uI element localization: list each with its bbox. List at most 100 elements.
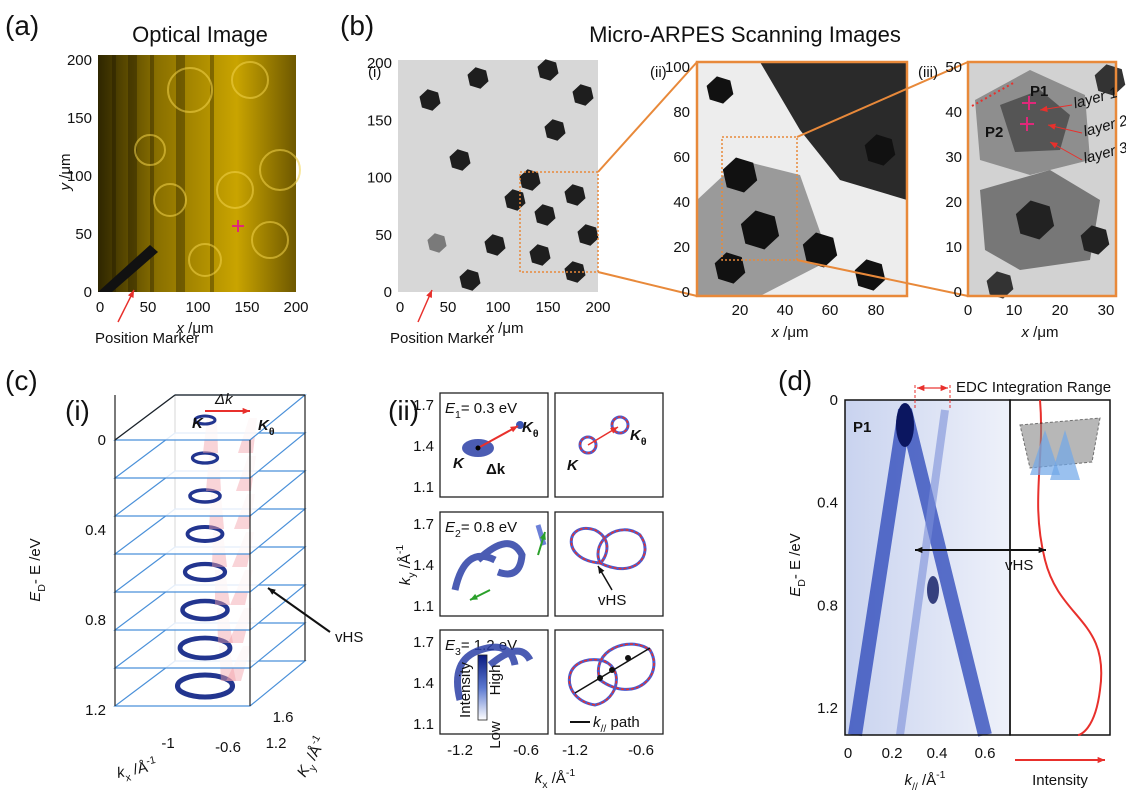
tick-label: 150 — [367, 112, 392, 129]
tick-label: 0.2 — [882, 745, 903, 762]
arrow-head — [1098, 757, 1105, 763]
tick-label: 20 — [673, 239, 690, 256]
tick-label: 50 — [140, 299, 157, 316]
axis-title: ED- E /eV — [787, 533, 808, 596]
tick-label: 200 — [585, 299, 610, 316]
k-label: K — [567, 457, 579, 474]
subpanel-label: (i) — [65, 395, 90, 426]
tick-label: 0.8 — [85, 612, 106, 629]
text-part: /μm — [779, 324, 808, 341]
tick-label: 50 — [440, 299, 457, 316]
tick-label: 60 — [822, 302, 839, 319]
tick-label: 0.8 — [817, 597, 838, 614]
colorbar-low: Low — [487, 721, 504, 749]
text-part: path — [606, 714, 639, 731]
axis-title: Ky /Å-1 — [291, 733, 333, 782]
tick-label: 0 — [396, 299, 404, 316]
streak — [128, 55, 137, 292]
streak — [112, 55, 116, 292]
panel-title: Optical Image — [132, 22, 268, 47]
tick-label: 200 — [283, 299, 308, 316]
text-part: /μm — [1029, 324, 1058, 341]
tick-label: 150 — [67, 110, 92, 127]
text-part: = 0.3 eV — [461, 400, 517, 417]
tick-label: 1.4 — [413, 557, 434, 574]
tick-label: -0.6 — [628, 742, 654, 759]
panel-label: (a) — [5, 10, 39, 41]
tick-label: 1.2 — [85, 702, 106, 719]
vhs-label: vHS — [335, 629, 363, 646]
text-part: /μm — [494, 320, 523, 337]
axis-title: kx /Å-1 — [535, 767, 576, 791]
path-point — [597, 675, 603, 681]
vhs-label: vHS — [1005, 557, 1033, 574]
tick-label: 1.7 — [413, 397, 434, 414]
tick-label: 100 — [185, 299, 210, 316]
arrow-head — [917, 385, 924, 391]
vhs-label: vHS — [598, 592, 626, 609]
text-part: /Å — [397, 554, 414, 572]
tick-label: 80 — [673, 104, 690, 121]
tick-label: 0 — [98, 432, 106, 449]
intensity — [896, 403, 914, 447]
optical-image — [98, 55, 296, 292]
k-label: K — [453, 455, 465, 472]
text-part: -1 — [566, 767, 575, 779]
tick-label: 1.4 — [413, 675, 434, 692]
colorbar-high: High — [487, 665, 504, 696]
k-label: K — [192, 415, 204, 432]
tick-label: 1.1 — [413, 479, 434, 496]
page: (a)Optical Image200150100500050100150200… — [0, 0, 1126, 801]
tick-label: 0 — [954, 284, 962, 301]
text-part: θ — [269, 426, 275, 438]
tick-label: 30 — [945, 149, 962, 166]
marker-label: Position Marker — [390, 330, 494, 347]
path-point — [609, 667, 615, 673]
tick-label: 0.4 — [85, 522, 106, 539]
tick-label: 0 — [682, 284, 690, 301]
delta-k: Δk — [486, 461, 506, 478]
tick-label: 10 — [1006, 302, 1023, 319]
subpanel-label: (iii) — [918, 64, 938, 81]
tick-label: 0.4 — [817, 495, 838, 512]
point-label: P2 — [985, 124, 1003, 141]
tick-label: -0.6 — [513, 742, 539, 759]
tick-label: -0.6 — [215, 739, 241, 756]
text-part: - E /eV — [787, 533, 804, 579]
path-point — [625, 655, 631, 661]
axis-title: k// /Å-1 — [904, 769, 945, 793]
tick-label: 200 — [67, 52, 92, 69]
text-part: θ — [641, 436, 647, 448]
tick-label: 30 — [1098, 302, 1115, 319]
text-part: θ — [533, 428, 539, 440]
tick-label: 50 — [375, 227, 392, 244]
text-part: -1 — [936, 769, 945, 781]
tick-label: 1.4 — [413, 438, 434, 455]
k-point — [476, 446, 481, 451]
panel-label: (c) — [5, 365, 38, 396]
point-label: P1 — [1030, 83, 1048, 100]
colorbar-title: Intensity — [457, 662, 474, 718]
tick-label: 1.7 — [413, 634, 434, 651]
range-label: EDC Integration Range — [956, 379, 1111, 396]
tick-label: 1.1 — [413, 716, 434, 733]
panel-label: (b) — [340, 10, 374, 41]
tick-label: 0 — [384, 284, 392, 301]
panel-title: Micro-ARPES Scanning Images — [589, 22, 901, 47]
tick-label: 1.2 — [817, 700, 838, 717]
text-part: -1 — [394, 545, 406, 554]
streak — [176, 55, 185, 292]
tick-label: 0.6 — [975, 745, 996, 762]
tick-label: 150 — [535, 299, 560, 316]
tick-label: 200 — [367, 55, 392, 72]
tick-label: 80 — [868, 302, 885, 319]
tick-label: 0 — [964, 302, 972, 319]
tick-label: 100 — [665, 59, 690, 76]
arrow-head — [941, 385, 948, 391]
text-part: - E /eV — [27, 538, 44, 584]
text-part: = 0.8 eV — [461, 519, 517, 536]
marker-label: Position Marker — [95, 330, 199, 347]
point-label: P1 — [853, 419, 871, 436]
text-part: /Å — [918, 772, 936, 789]
tick-label: 1.6 — [273, 709, 294, 726]
